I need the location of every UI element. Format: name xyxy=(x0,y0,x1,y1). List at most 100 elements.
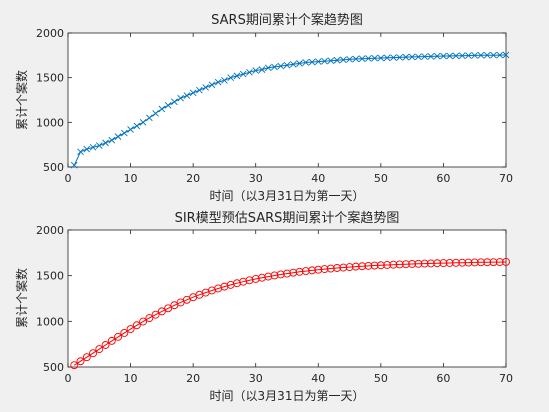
data-point-x-marker xyxy=(327,57,335,65)
data-point-x-marker xyxy=(496,51,504,59)
x-tick-label: 20 xyxy=(186,372,200,385)
y-tick-label: 1500 xyxy=(36,270,64,283)
data-point-x-marker xyxy=(502,51,510,59)
data-point-circle-marker xyxy=(458,258,467,267)
data-point-x-marker xyxy=(221,77,228,84)
data-point-x-marker xyxy=(402,53,410,61)
x-tick-label: 20 xyxy=(186,172,200,185)
data-point-x-marker xyxy=(233,72,241,80)
data-point-circle-marker xyxy=(301,267,310,276)
data-point-x-marker xyxy=(358,55,366,63)
x-tick-label: 0 xyxy=(65,172,72,185)
subplot-2: SIR模型预估SARS期间累计个案趋势图 时间（以3月31日为第一天） 累计个案… xyxy=(14,210,513,403)
data-point-x-marker xyxy=(321,57,328,65)
data-point-x-marker xyxy=(408,53,416,61)
data-point-x-marker xyxy=(465,52,472,59)
subplot-1-plot-area xyxy=(67,32,507,168)
data-point-circle-marker xyxy=(120,328,129,337)
data-point-circle-marker xyxy=(351,262,360,271)
data-point-circle-marker xyxy=(364,261,373,270)
subplot-2-y-ticks: 500 1000 1500 2000 xyxy=(36,224,506,374)
data-point-x-marker xyxy=(440,52,447,60)
data-point-x-marker xyxy=(283,61,291,69)
data-point-circle-marker xyxy=(276,270,285,279)
data-point-x-marker xyxy=(346,56,353,63)
data-point-circle-marker xyxy=(251,275,260,283)
data-point-x-marker xyxy=(83,145,91,153)
data-point-circle-marker xyxy=(258,273,266,282)
data-point-circle-marker xyxy=(232,279,241,288)
data-point-circle-marker xyxy=(132,321,141,330)
data-point-circle-marker xyxy=(339,263,348,272)
data-point-circle-marker xyxy=(495,258,504,267)
data-point-x-marker xyxy=(127,126,134,133)
data-point-circle-marker xyxy=(245,276,254,285)
data-point-x-marker xyxy=(246,68,253,76)
data-point-x-marker xyxy=(164,102,172,109)
data-point-x-marker xyxy=(102,139,109,147)
data-point-x-marker xyxy=(483,51,491,59)
data-point-circle-marker xyxy=(151,310,160,319)
data-point-x-marker xyxy=(296,60,303,67)
data-point-circle-marker xyxy=(76,357,85,366)
data-point-x-marker xyxy=(352,55,360,63)
x-tick-label: 50 xyxy=(374,172,388,185)
data-point-x-marker xyxy=(196,86,203,94)
x-tick-label: 30 xyxy=(249,372,263,385)
data-point-circle-marker xyxy=(395,260,404,269)
data-point-circle-marker xyxy=(70,361,79,370)
data-point-x-marker xyxy=(289,60,297,68)
data-point-circle-marker xyxy=(95,345,104,354)
data-point-circle-marker xyxy=(314,265,323,274)
data-point-circle-marker xyxy=(477,258,485,267)
data-point-x-marker xyxy=(458,52,466,60)
data-point-circle-marker xyxy=(483,258,492,267)
data-point-x-marker xyxy=(396,54,403,61)
data-point-x-marker xyxy=(89,144,97,151)
data-point-x-marker xyxy=(264,64,272,72)
data-point-x-marker xyxy=(108,136,116,144)
data-point-x-marker xyxy=(95,142,103,149)
data-point-circle-marker xyxy=(389,260,398,269)
data-point-circle-marker xyxy=(383,261,392,269)
data-point-circle-marker xyxy=(126,325,135,334)
data-point-x-marker xyxy=(258,66,266,73)
data-point-circle-marker xyxy=(470,258,479,267)
data-point-x-marker xyxy=(333,56,341,64)
subplot-1-series xyxy=(70,51,510,169)
data-point-circle-marker xyxy=(264,272,273,281)
y-tick-label: 500 xyxy=(43,361,64,374)
data-point-circle-marker xyxy=(489,258,498,267)
data-point-circle-marker xyxy=(283,269,291,278)
x-tick-label: 0 xyxy=(65,372,72,385)
data-point-circle-marker xyxy=(289,268,298,277)
x-tick-label: 50 xyxy=(374,372,388,385)
subplot-2-x-axis-label: 时间（以3月31日为第一天） xyxy=(210,389,365,403)
data-point-circle-marker xyxy=(370,261,379,270)
subplot-1-x-axis-label: 时间（以3月31日为第一天） xyxy=(210,189,365,203)
subplot-2-series xyxy=(70,258,510,370)
data-point-x-marker xyxy=(271,63,278,71)
data-point-x-marker xyxy=(189,89,197,97)
data-point-circle-marker xyxy=(502,258,510,266)
x-tick-label: 70 xyxy=(499,172,513,185)
data-point-circle-marker xyxy=(270,271,279,280)
y-tick-label: 1000 xyxy=(36,315,64,328)
data-point-circle-marker xyxy=(82,353,91,362)
data-point-x-marker xyxy=(415,53,422,61)
x-tick-label: 70 xyxy=(499,372,513,385)
series-line xyxy=(73,54,507,166)
data-point-x-marker xyxy=(114,133,122,140)
data-point-circle-marker xyxy=(408,260,417,268)
subplot-1-x-ticks: 0 10 20 30 40 50 60 70 xyxy=(65,33,513,185)
subplot-2-title: SIR模型预估SARS期间累计个案趋势图 xyxy=(175,210,400,226)
y-tick-label: 2000 xyxy=(36,224,64,237)
data-point-circle-marker xyxy=(433,259,442,268)
data-point-circle-marker xyxy=(358,262,367,271)
data-point-x-marker xyxy=(302,59,310,66)
x-tick-label: 40 xyxy=(311,372,325,385)
data-point-x-marker xyxy=(339,56,347,64)
data-point-x-marker xyxy=(477,52,485,59)
y-tick-label: 1000 xyxy=(36,116,64,129)
